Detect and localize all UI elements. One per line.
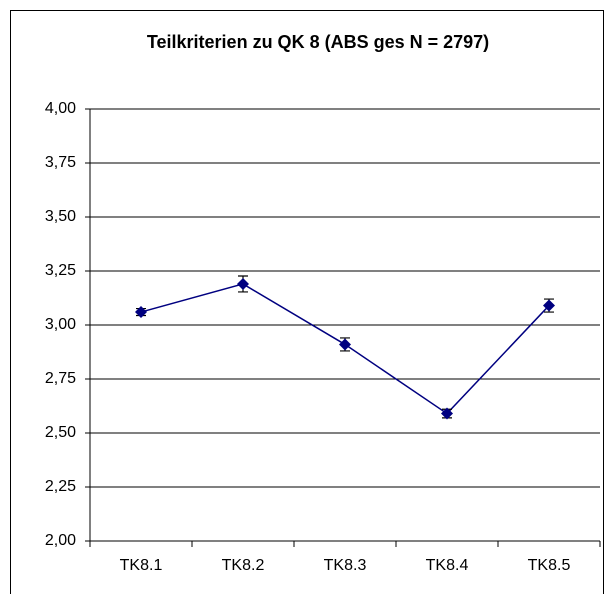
x-tick-label: TK8.1 (120, 557, 163, 574)
x-tick-label: TK8.4 (426, 557, 469, 574)
data-point (543, 299, 555, 312)
x-tick-label: TK8.3 (324, 557, 367, 574)
y-tick-label: 2,25 (45, 478, 76, 495)
x-tick-label: TK8.5 (528, 557, 571, 574)
y-tick-label: 3,50 (45, 208, 76, 225)
y-tick-label: 3,00 (45, 316, 76, 333)
chart-title: Teilkriterien zu QK 8 (ABS ges N = 2797) (147, 32, 489, 52)
data-point (441, 407, 453, 420)
x-tick-label: TK8.2 (222, 557, 265, 574)
data-point (237, 277, 249, 290)
y-tick-label: 2,50 (45, 424, 76, 441)
data-point (135, 306, 147, 319)
data-point (339, 338, 351, 351)
y-tick-label: 3,25 (45, 262, 76, 279)
y-tick-label: 2,75 (45, 370, 76, 387)
y-tick-label: 2,00 (45, 532, 76, 549)
chart-frame (10, 10, 604, 594)
y-tick-label: 4,00 (45, 100, 76, 117)
y-tick-label: 3,75 (45, 154, 76, 171)
